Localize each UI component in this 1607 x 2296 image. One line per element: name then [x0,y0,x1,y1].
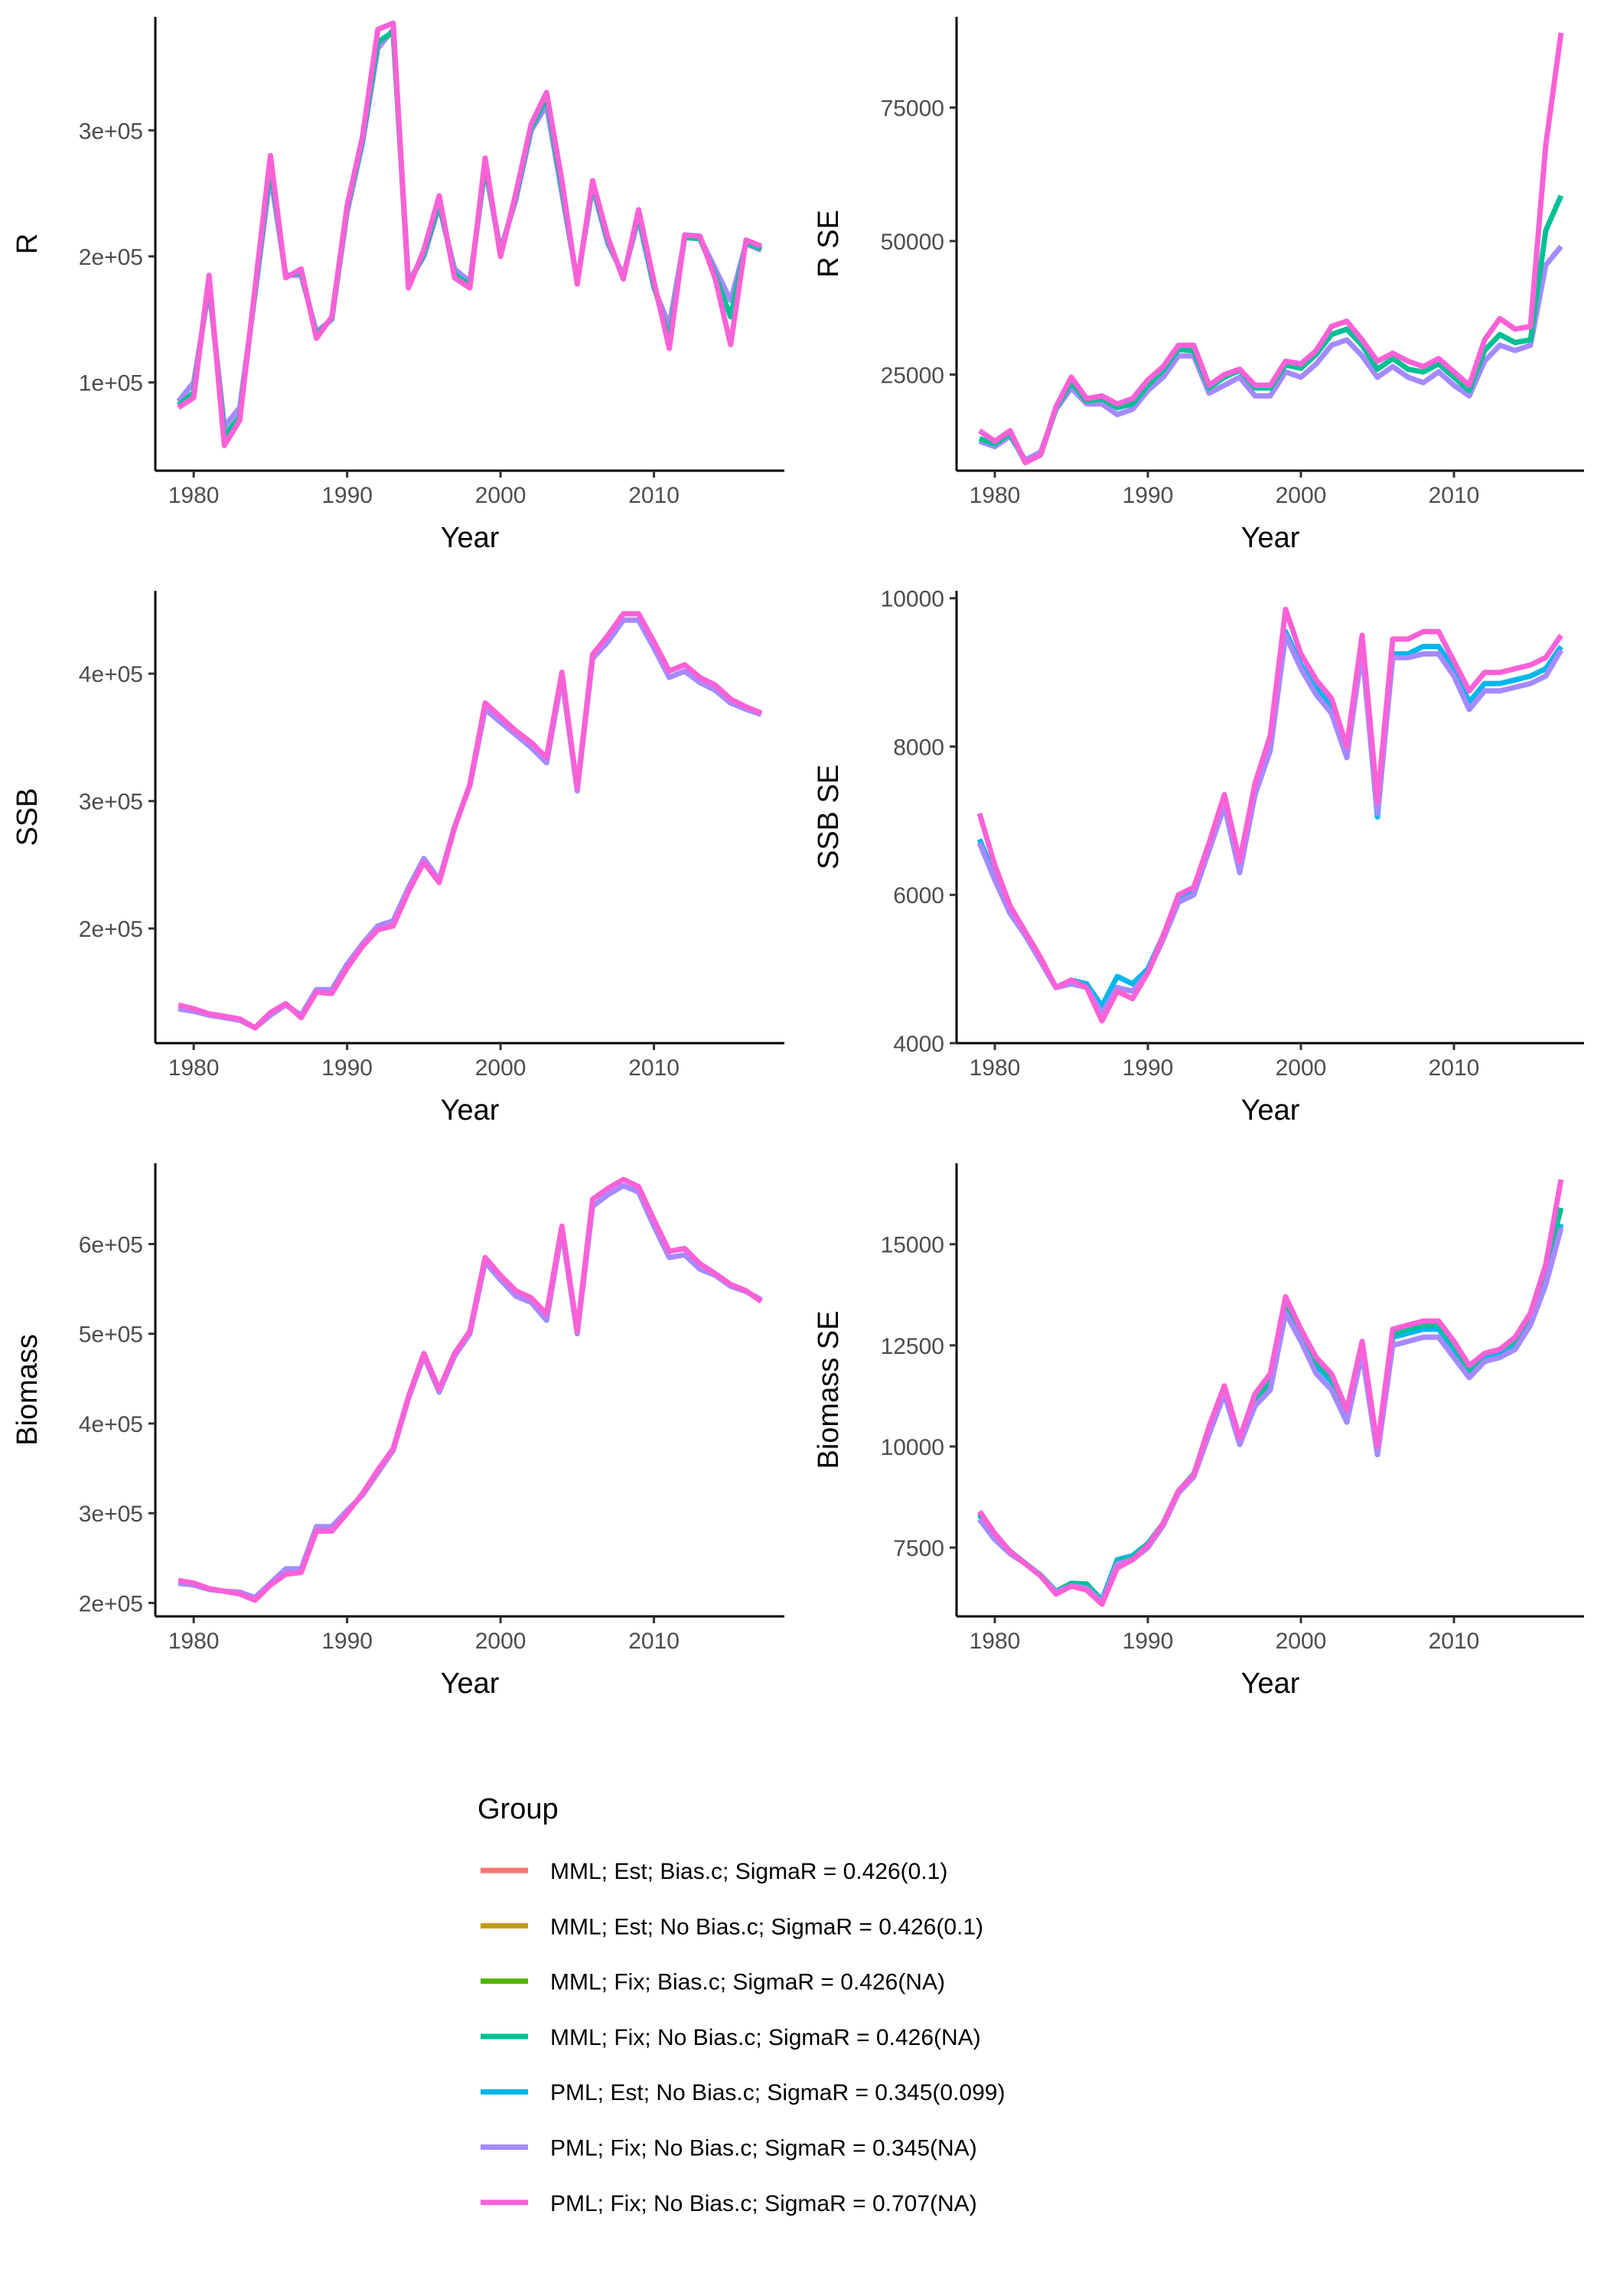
series-line-ssb-se-1 [976,632,1564,1016]
x-tick-label: 2000 [1276,1055,1327,1081]
y-tick-label: 5e+05 [79,1322,143,1348]
legend-label: PML; Fix; No Bias.c; SigmaR = 0.345(NA) [550,2136,977,2161]
x-tick-label: 2010 [1429,483,1480,508]
legend-items: MML; Est; Bias.c; SigmaR = 0.426(0.1) MML… [481,1859,1005,2216]
x-tick-label: 2000 [475,1055,526,1081]
series-line-ssb-se-2 [976,606,1563,1024]
x-tick-label: 2010 [628,1055,680,1081]
y-tick-label: 50000 [881,230,944,255]
series-line-r-se-1 [978,194,1564,465]
x-tick-label: 1980 [970,483,1021,508]
x-axis-title: Year [441,522,500,554]
y-tick-label: 12500 [881,1334,944,1359]
series-line-r-0 [176,27,763,429]
x-tick-label: 2010 [628,1629,680,1654]
y-tick-label: 75000 [881,96,944,122]
y-tick-label: 4000 [893,1032,944,1057]
x-tick-label: 2000 [475,483,526,508]
panels: 1980 1990 2000 20101e+052e+053e+05YearR1980… [11,17,1584,1700]
x-tick-label: 2010 [628,483,680,508]
panel-r: 1980 1990 2000 2010 1e+05 2e+05 3e+05 Year R [11,17,784,554]
legend-title: Group [478,1793,559,1825]
series-line-biomass-1 [178,1176,763,1603]
y-axis-title: SSB [11,788,44,846]
legend: Group MML; Est; Bias.c; SigmaR = 0.426(0… [478,1793,1005,2216]
series-line-r-se-0 [978,244,1563,463]
y-tick-label: 6000 [893,883,944,908]
x-tick-label: 1990 [1123,1055,1174,1081]
panel-biomass: 1980 1990 2000 2010 2e+05 3e+05 4e+05 5e+05 6e+0… [11,1163,784,1700]
panel-ssb: 1980 1990 2000 2010 2e+05 3e+05 4e+05 Year SSB [11,591,784,1127]
y-tick-label: 7500 [893,1536,944,1561]
y-tick-label: 3e+05 [79,1502,143,1527]
x-axis-title: Year [1241,1668,1300,1700]
x-tick-label: 1990 [321,483,373,508]
y-tick-label: 2e+05 [79,1591,143,1616]
y-tick-label: 4e+05 [79,1412,143,1437]
series-line-r-2 [177,20,763,448]
panel-ssb-se: 1980 1990 2000 2010 4000 6000 8000 10000 Year SSB… [813,587,1584,1127]
y-tick-label: 25000 [881,363,944,388]
y-tick-label: 4e+05 [79,662,143,687]
x-tick-label: 1980 [970,1629,1021,1654]
series-line-ssb-1 [178,611,763,1031]
x-axis-title: Year [1241,522,1300,554]
legend-item: MML; Fix; Bias.c; SigmaR = 0.426(NA) [481,1970,945,1995]
y-tick-label: 6e+05 [79,1233,143,1258]
x-tick-label: 2000 [1276,1629,1327,1654]
x-tick-label: 2010 [1429,1629,1480,1654]
x-tick-label: 1990 [1123,1629,1174,1654]
legend-label: MML; Fix; No Bias.c; SigmaR = 0.426(NA) [550,2025,981,2050]
legend-label: PML; Fix; No Bias.c; SigmaR = 0.707(NA) [550,2191,977,2216]
panel-biomass-se: 1980 1990 2000 2010 7500 10000 12500 15000 Year B… [813,1163,1584,1700]
x-tick-label: 1980 [168,1055,220,1081]
legend-item: PML; Fix; No Bias.c; SigmaR = 0.345(NA) [481,2136,977,2161]
y-tick-label: 1e+05 [79,371,143,396]
x-tick-label: 2010 [1429,1055,1480,1081]
x-tick-label: 2000 [475,1629,526,1654]
legend-item: MML; Est; Bias.c; SigmaR = 0.426(0.1) [481,1859,947,1884]
y-tick-label: 10000 [881,1435,944,1460]
y-tick-label: 3e+05 [79,790,143,815]
x-tick-label: 1990 [321,1629,373,1654]
legend-item: MML; Fix; No Bias.c; SigmaR = 0.426(NA) [481,2025,981,2050]
legend-label: MML; Est; Bias.c; SigmaR = 0.426(0.1) [550,1859,947,1884]
legend-label: MML; Fix; Bias.c; SigmaR = 0.426(NA) [550,1970,945,1995]
y-tick-label: 10000 [881,587,944,612]
y-tick-label: 8000 [893,735,944,760]
y-axis-title: R [11,233,44,254]
x-tick-label: 2000 [1276,483,1327,508]
x-tick-label: 1990 [1123,483,1174,508]
x-tick-label: 1980 [970,1055,1021,1081]
series-line-r-se-2 [978,32,1564,465]
x-axis-title: Year [441,1668,500,1700]
y-axis-title: Biomass SE [813,1311,845,1469]
series-line-ssb-0 [178,617,763,1031]
y-tick-label: 2e+05 [79,917,143,942]
y-tick-label: 3e+05 [79,119,143,144]
series-line-biomass-se-3 [977,1179,1564,1607]
legend-label: MML; Est; No Bias.c; SigmaR = 0.426(0.1) [550,1914,983,1939]
x-axis-title: Year [1241,1094,1300,1127]
panel-r-se: 1980 1990 2000 2010 25000 50000 75000 Year R SE [813,17,1584,554]
y-axis-title: Biomass [11,1334,44,1446]
x-tick-label: 1990 [321,1055,373,1081]
x-tick-label: 1980 [168,1629,220,1654]
legend-label: PML; Est; No Bias.c; SigmaR = 0.345(0.09… [550,2080,1005,2105]
y-axis-title: R SE [813,210,845,278]
series-line-biomass-se-0 [977,1223,1564,1603]
series-line-biomass-se-1 [977,1207,1564,1604]
x-tick-label: 1980 [168,483,220,508]
legend-item: PML; Est; No Bias.c; SigmaR = 0.345(0.09… [481,2080,1005,2105]
y-axis-title: SSB SE [813,765,845,869]
series-line-biomass-se-2 [977,1227,1564,1605]
y-tick-label: 2e+05 [79,245,143,270]
legend-item: MML; Est; No Bias.c; SigmaR = 0.426(0.1) [481,1914,983,1939]
y-tick-label: 15000 [881,1233,944,1258]
series-line-biomass-0 [178,1182,763,1600]
x-axis-title: Year [441,1094,500,1127]
legend-item: PML; Fix; No Bias.c; SigmaR = 0.707(NA) [481,2191,977,2216]
series-line-r-1 [176,29,763,439]
